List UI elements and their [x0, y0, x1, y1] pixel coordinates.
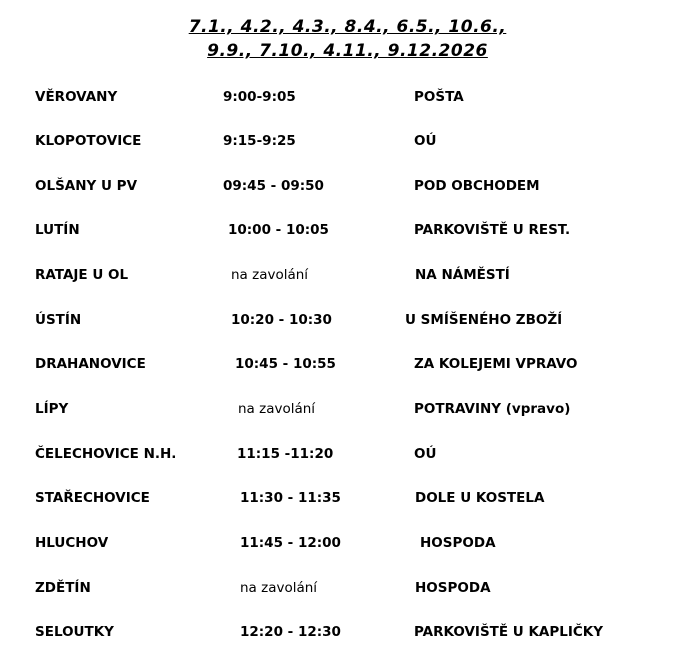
stop-name: ÚSTÍN [35, 312, 82, 328]
stop-location: DOLE U KOSTELA [415, 490, 545, 506]
stop-time: 10:00 - 10:05 [228, 222, 329, 238]
stop-name: SELOUTKY [35, 624, 114, 640]
stop-location: HOSPODA [415, 580, 491, 596]
stop-time: 11:30 - 11:35 [240, 490, 341, 506]
stop-location: ZA KOLEJEMI VPRAVO [414, 356, 578, 372]
stop-name: ZDĚTÍN [35, 580, 91, 596]
stop-time: na zavolání [238, 401, 316, 417]
stop-name: RATAJE U OL [35, 267, 129, 283]
stop-name: HLUCHOV [35, 535, 109, 551]
stop-name: STAŘECHOVICE [35, 490, 150, 506]
stop-name: OLŠANY U PV [35, 178, 138, 194]
stop-location: OÚ [414, 133, 437, 149]
stop-time: 12:20 - 12:30 [240, 624, 341, 640]
stop-time: 9:00-9:05 [223, 89, 296, 105]
stop-location: HOSPODA [420, 535, 496, 551]
stop-time: 09:45 - 09:50 [223, 178, 324, 194]
dates-line-2: 9.9., 7.10., 4.11., 9.12.2026 [207, 41, 488, 61]
stop-name: ČELECHOVICE N.H. [35, 446, 177, 462]
stop-location: POD OBCHODEM [414, 178, 540, 194]
stop-time: 10:20 - 10:30 [231, 312, 332, 328]
stop-name: LÍPY [35, 401, 69, 417]
stop-name: KLOPOTOVICE [35, 133, 142, 149]
stop-time: 11:45 - 12:00 [240, 535, 341, 551]
stop-location: POŠTA [414, 89, 464, 105]
stop-name: DRAHANOVICE [35, 356, 146, 372]
stop-time: na zavolání [231, 267, 309, 283]
dates-line-1: 7.1., 4.2., 4.3., 8.4., 6.5., 10.6., [188, 17, 507, 37]
stop-name: VĚROVANY [35, 89, 118, 105]
stop-time: 11:15 -11:20 [237, 446, 334, 462]
stop-location: NA NÁMĚSTÍ [415, 267, 510, 283]
stop-location: PARKOVIŠTĚ U REST. [414, 222, 571, 238]
stop-location: OÚ [414, 446, 437, 462]
stop-time: 9:15-9:25 [223, 133, 296, 149]
stop-location: U SMÍŠENÉHO ZBOŽÍ [405, 312, 563, 328]
stop-location: PARKOVIŠTĚ U KAPLIČKY [414, 624, 604, 640]
stop-time: na zavolání [240, 580, 318, 596]
stop-location: POTRAVINY (vpravo) [414, 401, 571, 417]
stop-time: 10:45 - 10:55 [235, 356, 336, 372]
stop-name: LUTÍN [35, 222, 80, 238]
